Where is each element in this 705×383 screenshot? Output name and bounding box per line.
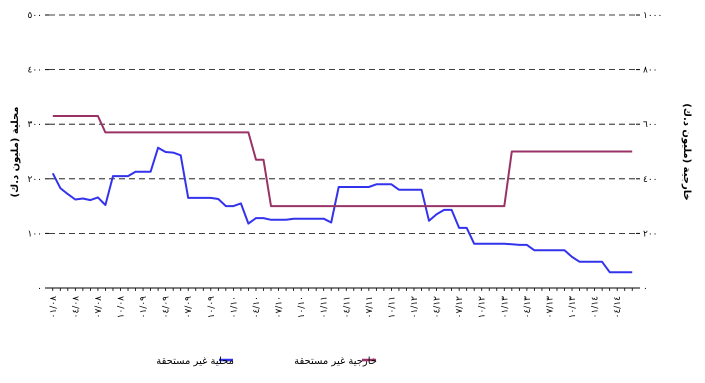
legend: خارجية غير مستحقة محلية غير مستحقة: [156, 356, 377, 367]
x-tick-label: ٠٤/١١: [342, 296, 352, 318]
x-tick-label: ٠٤/٠٨: [71, 296, 81, 319]
series-line-external: [52, 115, 633, 208]
series-line-local: [51, 146, 633, 274]
x-tick-label: ٠١/١١: [320, 296, 330, 318]
left-axis-ticks: ٠ ١٠٠ ٢٠٠ ٣٠٠ ٤٠٠ ٥٠٠: [27, 11, 49, 294]
x-tick-label: ٠١/٠٩: [139, 296, 149, 319]
x-tick-label: ٠٧/١٢: [455, 296, 465, 319]
x-tick-label: ٠٧/١٠: [275, 296, 285, 318]
x-tick-label: ١٠/٠٩: [207, 296, 217, 319]
right-tick-label: ٨٠٠: [643, 66, 658, 76]
x-tick-label: ٠٧/١١: [365, 296, 375, 318]
right-tick-label: ١٠٠٠: [643, 11, 662, 21]
x-tick-label: ٠١/٠٨: [49, 296, 59, 319]
left-tick-label: ٠: [37, 284, 42, 294]
x-tick-label: ١٠/٠٨: [116, 296, 126, 319]
x-tick-label: ٠١/١٣: [500, 296, 510, 319]
legend-label-local: محلية غير مستحقة: [156, 356, 234, 367]
x-tick-label: ١٠/١٢: [478, 296, 488, 319]
x-tick-label: ١٠/١٠: [297, 296, 307, 318]
x-tick-label: ٠١/١٤: [591, 296, 601, 319]
x-tick-label: ٠١/١٠: [229, 296, 239, 318]
left-tick-label: ١٠٠: [27, 229, 42, 239]
left-tick-label: ٤٠٠: [27, 66, 42, 76]
right-axis-ticks: ٠ ٢٠٠ ٤٠٠ ٦٠٠ ٨٠٠ ١٠٠٠: [636, 11, 662, 294]
legend-label-external: خارجية غير مستحقة: [294, 356, 377, 367]
x-tick-label: ٠٤/١٢: [433, 296, 443, 319]
right-tick-label: ٠: [643, 284, 648, 294]
right-axis-title: خارجية (مليون د.ك): [681, 103, 692, 200]
right-tick-label: ٢٠٠: [643, 229, 658, 239]
grid-lines: [49, 14, 636, 234]
x-tick-label: ١٠/١٣: [568, 296, 578, 319]
right-tick-label: ٦٠٠: [643, 120, 658, 130]
right-tick-label: ٤٠٠: [643, 175, 658, 185]
left-axis-title: محلية (مليون د.ك): [10, 107, 21, 198]
x-tick-label: ٠٧/٠٩: [184, 296, 194, 319]
x-tick-label: ٠٤/١٠: [252, 296, 262, 318]
series-layer: [51, 115, 633, 274]
x-axis-ticks: ٠١/٠٨ ٠٤/٠٨ ٠٧/٠٨ ١٠/٠٨ ٠١/٠٩ ٠٤/٠٩ ٠٧/٠٩ ١٠/٠٩…: [49, 288, 633, 319]
x-tick-label: ٠٤/١٤: [613, 296, 623, 319]
x-tick-label: ٠١/١٢: [410, 296, 420, 319]
x-tick-label: ٠٧/٠٨: [94, 296, 104, 319]
x-tick-label: ٠٤/٠٩: [162, 296, 172, 319]
x-tick-label: ١٠/١١: [387, 296, 397, 318]
left-tick-label: ٣٠٠: [27, 120, 42, 130]
x-tick-label: ٠٤/١٣: [523, 296, 533, 319]
left-tick-label: ٢٠٠: [27, 175, 42, 185]
left-tick-label: ٥٠٠: [27, 11, 42, 21]
x-tick-label: ٠٧/١٣: [545, 296, 555, 319]
